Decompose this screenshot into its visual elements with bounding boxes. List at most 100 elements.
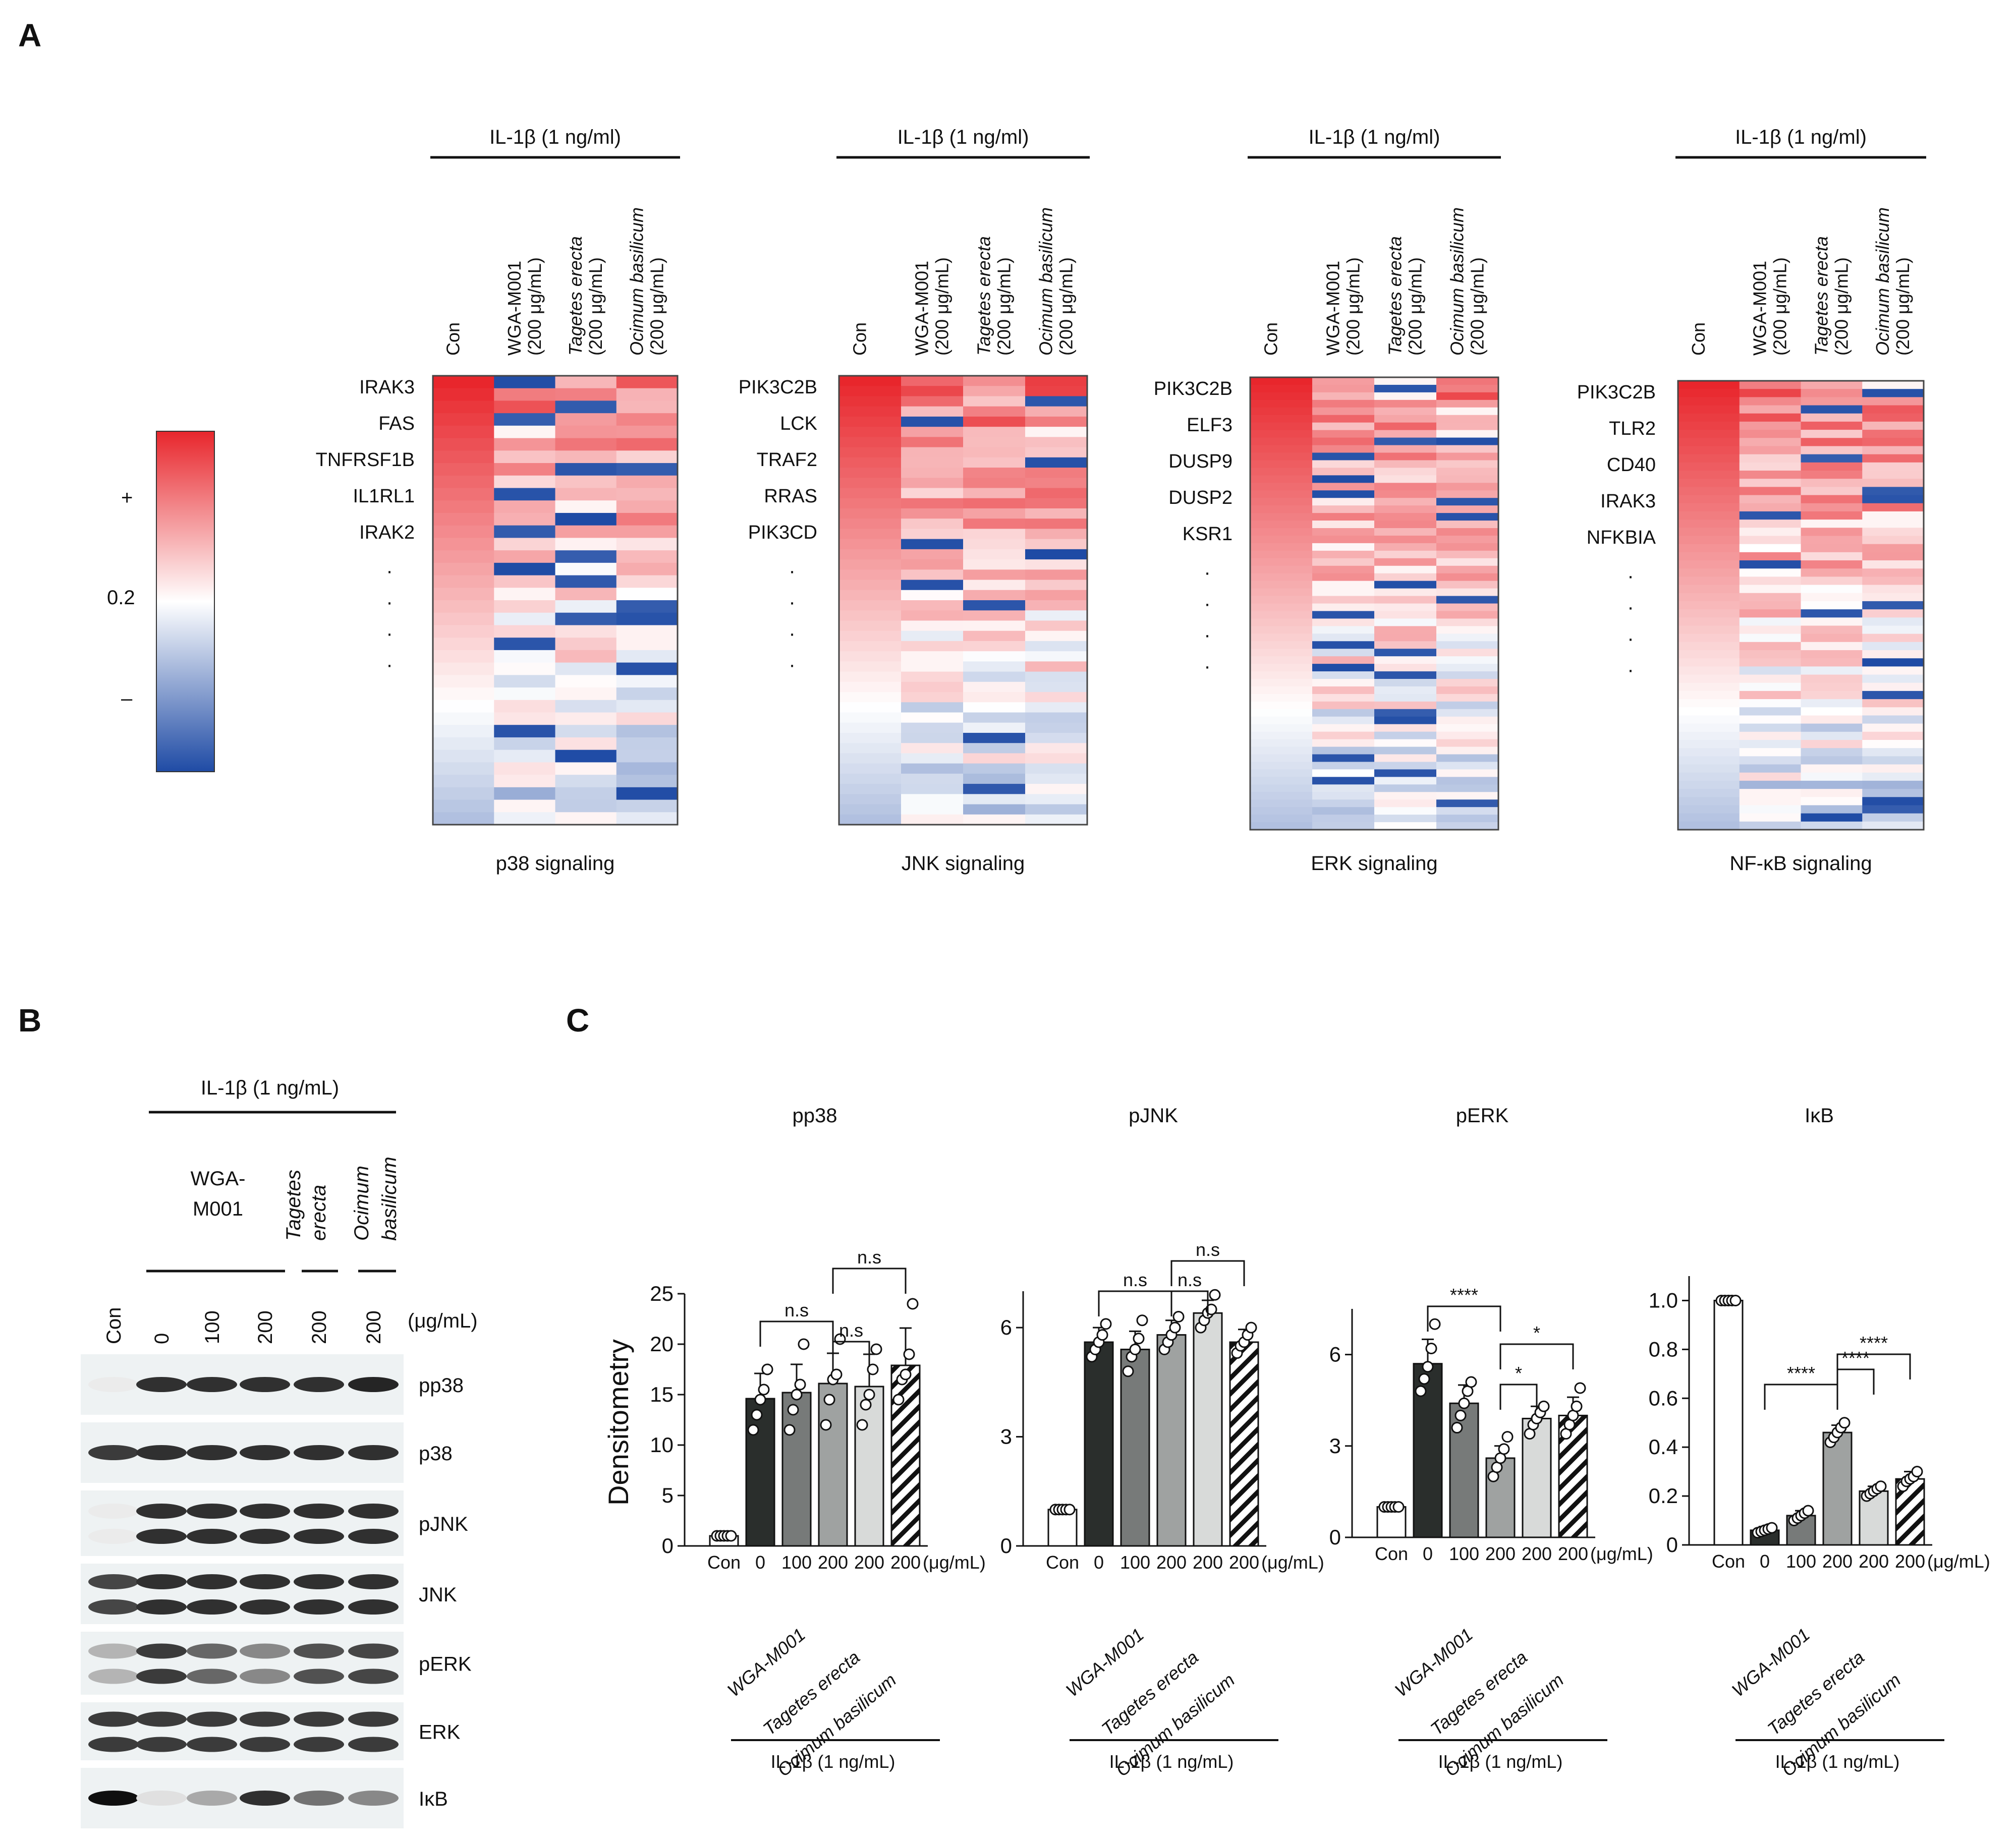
heatmap-cell	[1250, 671, 1313, 679]
ellipsis-dot: ·	[1627, 627, 1634, 650]
heatmap-cell	[616, 500, 678, 513]
heatmap-cell	[1374, 430, 1437, 438]
heatmap-cell	[1436, 490, 1499, 498]
gene-label: TNFRSF1B	[316, 449, 415, 471]
heatmap-cell	[1678, 772, 1740, 781]
heatmap-cell	[1739, 674, 1802, 683]
y-tick-label: 15	[650, 1383, 674, 1406]
panel-label-a: A	[18, 17, 41, 53]
heatmap-cell	[901, 763, 964, 774]
heatmap-cell	[1739, 593, 1802, 602]
heatmap-cell	[1374, 468, 1437, 476]
heatmap-cell	[963, 651, 1026, 662]
heatmap-cell	[1374, 475, 1437, 483]
heatmap-cell	[901, 620, 964, 631]
heatmap-cell	[839, 814, 902, 825]
heatmap-cell	[963, 681, 1026, 693]
heatmap-cell	[555, 575, 617, 588]
heatmap-cell	[1312, 392, 1375, 400]
heatmap-cell	[1801, 674, 1863, 683]
gene-label: PIK3C2B	[739, 377, 817, 398]
significance-bracket	[1098, 1290, 1172, 1316]
heatmap-cell	[433, 600, 494, 613]
heatmap-cell	[555, 500, 617, 513]
heatmap-cell	[1436, 679, 1499, 687]
heatmap-cell	[1862, 789, 1924, 797]
category-label: 100	[781, 1552, 812, 1573]
heatmap-cell	[1862, 772, 1924, 781]
data-point	[903, 1348, 915, 1360]
heatmap-cell	[433, 438, 494, 451]
heatmap-cell	[839, 569, 902, 581]
heatmap-cell	[1862, 479, 1924, 487]
heatmap-cell	[1678, 438, 1740, 447]
heatmap-cell	[555, 712, 617, 725]
heatmap-cell	[1312, 656, 1375, 664]
heatmap-panel: IL-1β (1 ng/ml)Con WGA-M001 (200 μg/mL) Tag…	[316, 126, 680, 875]
gene-label: DUSP9	[1168, 451, 1233, 472]
heatmap-cell	[1801, 560, 1863, 569]
heatmap-cell	[1025, 784, 1088, 794]
heatmap-cell	[1739, 707, 1802, 716]
heatmap-cell	[616, 550, 678, 563]
data-point	[1875, 1480, 1887, 1492]
y-tick-label: 0.4	[1649, 1435, 1678, 1459]
data-point	[1838, 1417, 1851, 1429]
blot-band	[187, 1737, 237, 1752]
heatmap-cell	[1025, 661, 1088, 672]
heatmap-cell	[1312, 550, 1375, 559]
bar	[854, 1386, 884, 1547]
treatment-header: IL-1β (1 ng/ml)	[898, 126, 1029, 148]
heatmap-cell	[963, 416, 1026, 427]
heatmap-cell	[1862, 544, 1924, 553]
heatmap-cell	[1739, 805, 1802, 814]
heatmap-cell	[616, 638, 678, 651]
bar	[1229, 1341, 1259, 1547]
heatmap-cell	[555, 687, 617, 701]
significance-label: ****	[1787, 1363, 1815, 1384]
heatmap-cell	[494, 575, 556, 588]
category-label: 200	[1522, 1543, 1552, 1564]
heatmap-cell	[1678, 381, 1740, 389]
heatmap-cell	[1862, 520, 1924, 528]
heatmap-cell	[1862, 609, 1924, 618]
blot-band	[240, 1377, 290, 1392]
heatmap-cell	[1739, 413, 1802, 422]
group-label: WGA-M001	[1391, 1624, 1477, 1701]
heatmap-cell	[1436, 792, 1499, 800]
heatmap-cell	[901, 794, 964, 805]
heatmap-cell	[839, 600, 902, 611]
heatmap-cell	[1025, 773, 1088, 784]
heatmap-cell	[1801, 413, 1863, 422]
blot-band	[136, 1643, 187, 1659]
heatmap-cell	[1801, 707, 1863, 716]
heatmap-cell	[963, 488, 1026, 499]
heatmap-cell	[616, 600, 678, 613]
heatmap-cell	[433, 712, 494, 725]
heatmap-cell	[1250, 490, 1313, 498]
heatmap-cell	[616, 488, 678, 501]
blot-band	[294, 1711, 344, 1727]
heatmap-cell	[1025, 406, 1088, 417]
heatmap-cell	[1374, 641, 1437, 649]
heatmap-cell	[1739, 789, 1802, 797]
ellipsis-dot: ·	[386, 560, 393, 582]
heatmap-cell	[1250, 815, 1313, 823]
heatmap-cell	[616, 463, 678, 476]
heatmap-cell	[1374, 588, 1437, 597]
gene-label: KSR1	[1183, 524, 1233, 545]
heatmap-cell	[1312, 490, 1375, 498]
heatmap-cell	[1374, 460, 1437, 468]
heatmap-cell	[1801, 601, 1863, 610]
heatmap-cell	[1312, 407, 1375, 416]
heatmap-cell	[1250, 822, 1313, 830]
data-point	[900, 1368, 912, 1380]
heatmap-cell	[1250, 769, 1313, 777]
column-label: WGA-M001	[504, 261, 525, 356]
heatmap-cell	[1862, 381, 1924, 389]
blot-band	[88, 1643, 139, 1659]
heatmap-cell	[963, 396, 1026, 407]
heatmap-title: ERK signaling	[1311, 852, 1437, 875]
heatmap-cell	[1862, 634, 1924, 643]
